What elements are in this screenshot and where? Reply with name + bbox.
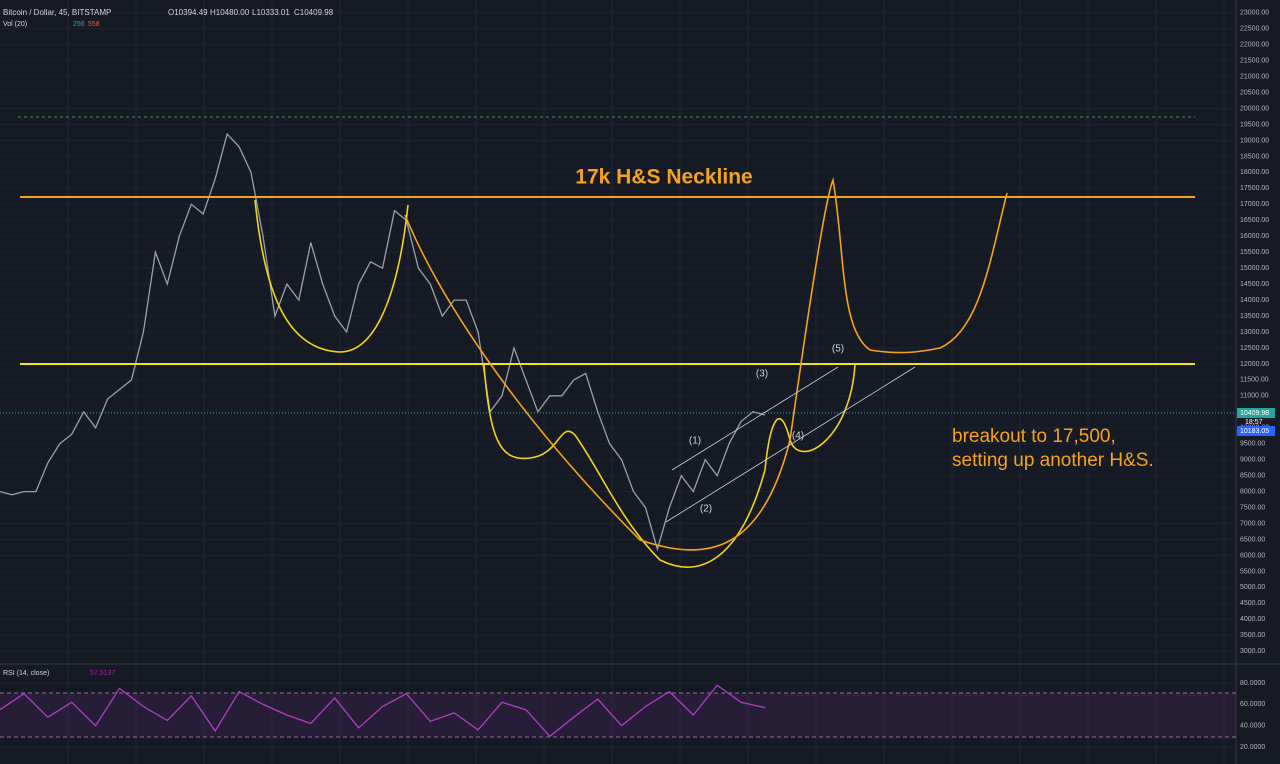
vertical-grid bbox=[67, 0, 1225, 764]
y-tick-label: 5500.00 bbox=[1240, 568, 1265, 575]
wave-label: (3) bbox=[756, 369, 768, 380]
y-tick-label: 13500.00 bbox=[1240, 313, 1269, 320]
y-tick-label: 17500.00 bbox=[1240, 185, 1269, 192]
y-tick-label: 40.0000 bbox=[1240, 723, 1265, 730]
wave-label: (5) bbox=[832, 344, 844, 355]
symbol: Bitcoin / Dollar, 45, BITSTAMP bbox=[3, 8, 111, 17]
y-tick-label: 8500.00 bbox=[1240, 472, 1265, 479]
y-tick-label: 15000.00 bbox=[1240, 265, 1269, 272]
y-tick-label: 12000.00 bbox=[1240, 361, 1269, 368]
volume-label: Vol (20) bbox=[3, 21, 27, 28]
y-tick-label: 19000.00 bbox=[1240, 137, 1269, 144]
y-tick-label: 5000.00 bbox=[1240, 584, 1265, 591]
y-tick-label: 23000.00 bbox=[1240, 10, 1269, 17]
y-tick-label: 14000.00 bbox=[1240, 297, 1269, 304]
y-tick-label: 9500.00 bbox=[1240, 441, 1265, 448]
hs-curve-1 bbox=[254, 199, 409, 353]
y-tick-label: 60.0000 bbox=[1240, 701, 1265, 708]
y-tick-label: 8000.00 bbox=[1240, 488, 1265, 495]
rsi-band-future bbox=[765, 693, 1236, 737]
y-tick-label: 22000.00 bbox=[1240, 42, 1269, 49]
channel-top bbox=[671, 366, 839, 471]
y-tick-label: 12500.00 bbox=[1240, 345, 1269, 352]
ohlc-open: O10394.49 bbox=[168, 8, 208, 17]
y-tick-label: 21000.00 bbox=[1240, 73, 1269, 80]
y-tick-label: 16500.00 bbox=[1240, 217, 1269, 224]
y-tick-label: 4000.00 bbox=[1240, 616, 1265, 623]
price-tag bbox=[1237, 426, 1275, 436]
y-tick-label: 6000.00 bbox=[1240, 552, 1265, 559]
y-tick-label: 11500.00 bbox=[1240, 377, 1269, 384]
wave-label: (4) bbox=[792, 431, 804, 442]
y-tick-label: 3500.00 bbox=[1240, 632, 1265, 639]
y-tick-label: 13000.00 bbox=[1240, 329, 1269, 336]
breakout-note: setting up another H&S. bbox=[952, 450, 1154, 471]
hs-curve-3 bbox=[404, 177, 1008, 551]
wave-label: (1) bbox=[689, 436, 701, 447]
y-tick-label: 18500.00 bbox=[1240, 153, 1269, 160]
y-tick-label: 20000.00 bbox=[1240, 105, 1269, 112]
y-tick-label: 16000.00 bbox=[1240, 233, 1269, 240]
ohlc-low: L10333.01 bbox=[252, 8, 290, 17]
y-tick-label: 4500.00 bbox=[1240, 600, 1265, 607]
y-tick-label: 80.0000 bbox=[1240, 680, 1265, 687]
y-tick-label: 20500.00 bbox=[1240, 89, 1269, 96]
y-tick-label: 3000.00 bbox=[1240, 648, 1265, 655]
series-line bbox=[0, 132, 766, 552]
rsi-value: 57.5137 bbox=[90, 670, 115, 677]
y-tick-label: 7000.00 bbox=[1240, 520, 1265, 527]
countdown: 18:57 bbox=[1245, 419, 1263, 426]
y-tick-label: 20.0000 bbox=[1240, 744, 1265, 751]
y-tick-label: 9000.00 bbox=[1240, 457, 1265, 464]
y-tick-label: 17000.00 bbox=[1240, 201, 1269, 208]
rsi-band bbox=[0, 693, 765, 737]
series-line bbox=[0, 684, 766, 738]
y-tick-label: 19500.00 bbox=[1240, 121, 1269, 128]
y-tick-label: 7500.00 bbox=[1240, 504, 1265, 511]
y-tick-label: 15500.00 bbox=[1240, 249, 1269, 256]
volume-value: 256 bbox=[73, 21, 85, 28]
y-tick-label: 14500.00 bbox=[1240, 281, 1269, 288]
y-tick-label: 22500.00 bbox=[1240, 26, 1269, 33]
last-price: 10409.98 bbox=[1240, 410, 1269, 417]
y-tick-label: 6500.00 bbox=[1240, 536, 1265, 543]
breakout-note: breakout to 17,500, bbox=[952, 426, 1116, 447]
neckline-label: 17k H&S Neckline bbox=[575, 166, 752, 189]
y-tick-label: 21500.00 bbox=[1240, 57, 1269, 64]
y-tick-label: 18000.00 bbox=[1240, 169, 1269, 176]
channel-bottom bbox=[665, 366, 916, 523]
last-price-tag bbox=[1237, 408, 1275, 418]
ohlc-close: C10409.98 bbox=[294, 8, 334, 17]
y-tick-label: 11000.00 bbox=[1240, 393, 1269, 400]
ohlc-high: H10480.00 bbox=[210, 8, 250, 17]
price-tag-value: 10183.05 bbox=[1240, 428, 1269, 435]
volume-value: 558 bbox=[88, 21, 100, 28]
wave-label: (2) bbox=[700, 504, 712, 515]
rsi-label: RSI (14, close) bbox=[3, 670, 49, 677]
